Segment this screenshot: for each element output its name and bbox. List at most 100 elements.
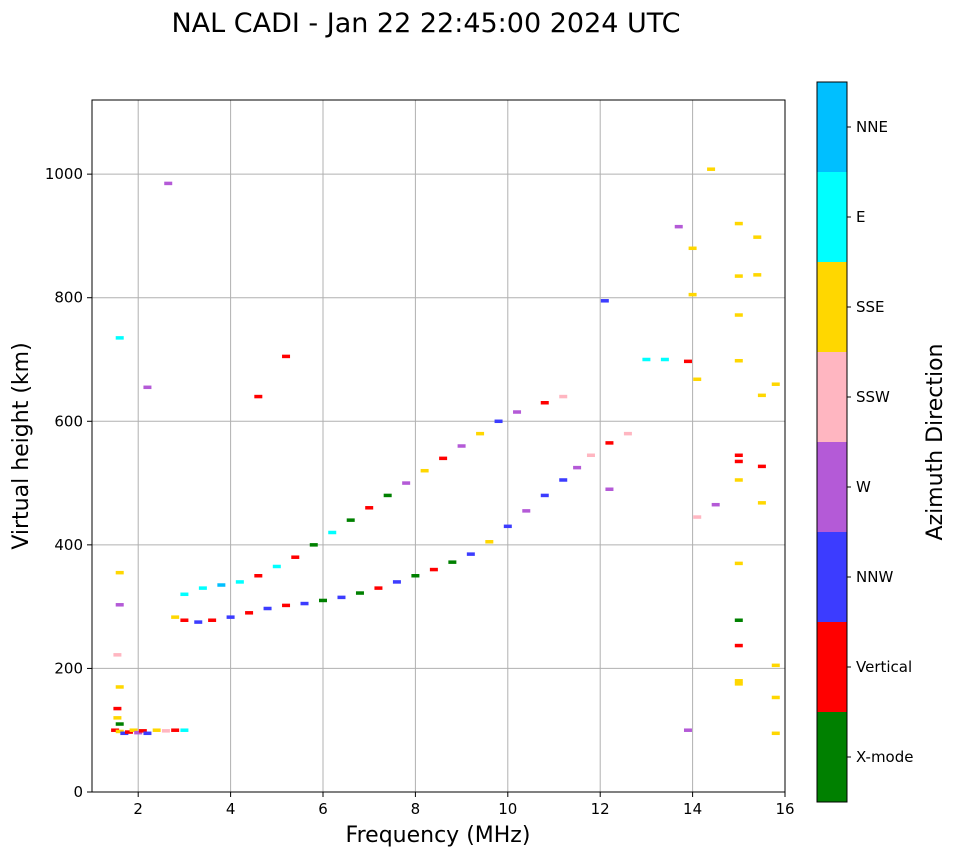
chart-title: NAL CADI - Jan 22 22:45:00 2024 UTC — [171, 8, 680, 39]
x-tick-label: 10 — [498, 800, 517, 818]
data-point — [457, 444, 466, 448]
colorbar-segment — [817, 262, 847, 352]
data-point — [757, 393, 766, 398]
data-point — [707, 167, 716, 171]
data-point — [753, 235, 762, 239]
y-tick-label: 800 — [54, 289, 83, 307]
data-point — [757, 501, 766, 505]
colorbar-segment — [817, 352, 847, 442]
colorbar-segment — [817, 82, 847, 172]
data-point — [642, 357, 651, 362]
x-tick-label: 12 — [591, 800, 610, 818]
data-point — [693, 515, 702, 519]
data-point — [503, 524, 512, 529]
data-point — [734, 453, 743, 458]
data-point — [674, 224, 683, 229]
data-point — [282, 603, 291, 608]
data-point — [600, 299, 609, 303]
data-point — [138, 729, 147, 733]
data-point — [734, 682, 743, 686]
data-point — [152, 728, 161, 732]
colorbar-segment — [817, 622, 847, 712]
y-tick-label: 1000 — [45, 165, 83, 183]
colorbar-tick-label: NNW — [856, 568, 893, 586]
data-point — [734, 221, 743, 226]
data-point — [115, 729, 124, 734]
x-tick-label: 2 — [133, 800, 143, 818]
data-point — [573, 465, 582, 470]
data-point — [392, 580, 401, 584]
data-point — [282, 354, 291, 359]
data-point — [129, 728, 138, 732]
plot-frame — [91, 99, 786, 793]
colorbar-segment — [817, 172, 847, 262]
data-point — [734, 643, 743, 648]
data-point — [660, 357, 669, 362]
y-tick-label: 400 — [54, 536, 83, 554]
data-point — [235, 580, 244, 584]
data-point — [208, 618, 217, 622]
x-tick-label: 4 — [226, 800, 236, 818]
data-point — [559, 394, 568, 399]
colorbar-tick-label: E — [856, 208, 865, 226]
data-point — [245, 611, 254, 615]
colorbar-segment — [817, 532, 847, 622]
data-point — [328, 530, 337, 535]
data-point — [115, 570, 124, 575]
data-point — [143, 385, 152, 390]
data-point — [513, 410, 522, 414]
colorbar-tick-label: NNE — [856, 118, 888, 136]
x-axis-ticks: 2 4 6 8 10 12 14 16 — [133, 792, 795, 818]
data-point — [494, 419, 503, 424]
colorbar-tick-label: SSE — [856, 298, 885, 316]
data-point — [734, 313, 743, 317]
data-point — [711, 502, 720, 507]
data-point — [198, 586, 207, 590]
x-tick-label: 6 — [318, 800, 328, 818]
data-point — [688, 292, 697, 297]
data-point — [113, 653, 122, 657]
y-axis-label: Virtual height (km) — [9, 342, 34, 549]
data-point — [683, 728, 692, 732]
data-point — [171, 615, 180, 619]
data-point — [734, 478, 743, 482]
data-point — [164, 181, 173, 186]
grid-lines — [92, 100, 785, 792]
colorbar-tick-label: Vertical — [856, 658, 912, 676]
data-point — [374, 586, 383, 590]
data-point — [734, 459, 743, 464]
data-point — [448, 560, 457, 564]
data-point — [683, 359, 692, 364]
data-point — [734, 358, 743, 363]
data-point — [757, 464, 766, 469]
data-point — [411, 574, 420, 578]
data-point — [194, 620, 203, 624]
data-point — [753, 273, 762, 277]
x-tick-label: 14 — [683, 800, 702, 818]
data-point — [439, 456, 448, 461]
data-point — [143, 731, 152, 736]
data-point — [688, 246, 697, 251]
data-point — [113, 716, 122, 720]
data-point — [115, 336, 124, 340]
data-point — [466, 552, 475, 556]
data-point — [171, 728, 180, 732]
x-tick-label: 8 — [411, 800, 421, 818]
y-tick-label: 200 — [54, 659, 83, 677]
data-point — [605, 441, 614, 445]
data-point — [115, 722, 124, 726]
colorbar-tick-label: SSW — [856, 388, 890, 406]
data-point — [272, 564, 281, 569]
data-point — [120, 731, 129, 736]
y-tick-label: 0 — [73, 783, 83, 801]
data-point — [540, 493, 549, 498]
data-point — [111, 728, 120, 732]
x-axis-label: Frequency (MHz) — [346, 823, 531, 848]
data-point — [263, 606, 272, 611]
data-point — [420, 468, 429, 473]
data-point — [134, 730, 143, 735]
colorbar-frame — [816, 81, 848, 803]
data-point — [291, 555, 300, 559]
data-point — [309, 543, 318, 547]
